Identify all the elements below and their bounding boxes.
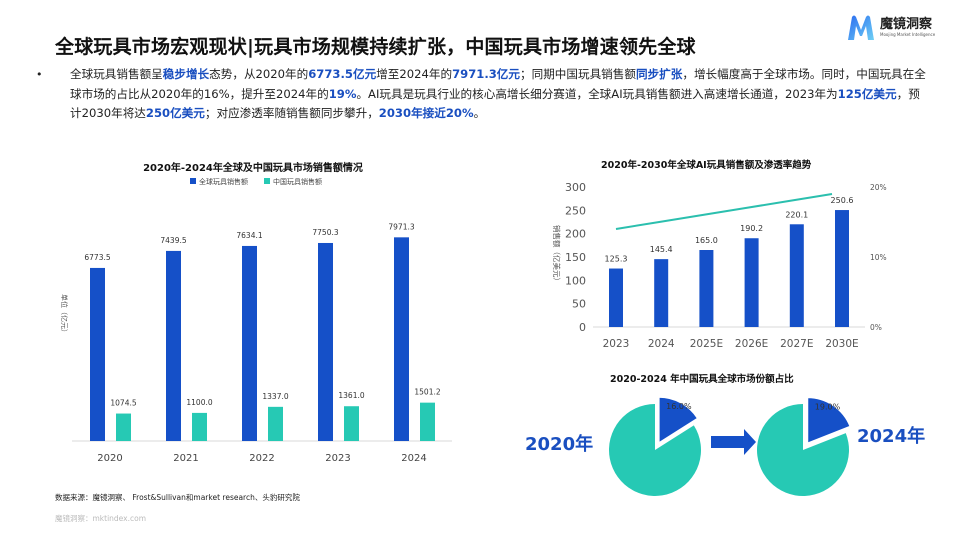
y-tick-label: 0 <box>579 321 586 334</box>
summary-text: ；同期中国玩具销售额 <box>520 67 636 81</box>
summary-text: 全球玩具销售额呈 <box>70 67 163 81</box>
summary-text: ，预计2030年将达 <box>70 86 920 121</box>
data-label: 6773.5 <box>84 253 110 262</box>
logo-m-icon <box>848 15 874 40</box>
x-tick-label: 2022 <box>249 453 274 464</box>
china-bar <box>420 402 435 441</box>
data-label: 1337.0 <box>262 392 288 401</box>
pie-year-label: 2024年 <box>857 425 925 447</box>
summary-paragraph: 全球玩具销售额呈稳步增长态势，从2020年的6773.5亿元增至2024年的79… <box>70 65 930 124</box>
global-bar <box>318 242 333 441</box>
logo-tagline: Moojing Market Intelligence <box>880 32 936 37</box>
penetration-rate-line <box>615 193 833 230</box>
x-tick-label: 2023 <box>325 453 350 464</box>
y-axis-label: 销售额（亿美元） <box>552 225 562 285</box>
y-axis-label: 单位（亿元） <box>60 294 69 336</box>
data-label: 7439.5 <box>160 236 186 245</box>
chart-title: 2020年-2024年全球及中国玩具市场销售额情况 <box>143 161 363 174</box>
highlight-text: 6773.5亿元 <box>308 67 377 81</box>
ai-sales-bar <box>609 268 623 327</box>
data-source: 数据来源：魔镜洞察、 Frost&Sullivan和market researc… <box>55 493 300 502</box>
global-bar <box>394 237 409 441</box>
summary-text: 增至2024年的 <box>376 67 453 81</box>
y2-tick-label: 0% <box>870 323 882 332</box>
summary-text: 。AI玩具是玩具行业的核心高增长细分赛道，全球AI玩具销售额进入高速增长通道，2… <box>356 86 838 101</box>
logo-name: 魔镜洞察 <box>880 17 933 32</box>
china-share-slice <box>806 396 852 445</box>
ai-sales-bar <box>789 224 804 327</box>
arrow-right-icon <box>711 429 756 455</box>
x-tick-label: 2030E <box>825 338 858 350</box>
data-label: 7971.3 <box>388 222 414 231</box>
summary-text: ；对应渗透率随销售额同步攀升， <box>204 106 379 121</box>
legend-label: 中国玩具销售额 <box>273 177 322 186</box>
highlight-text: 同步扩张 <box>635 67 683 81</box>
legend-label: 全球玩具销售额 <box>199 177 248 186</box>
data-label: 1100.0 <box>186 398 212 407</box>
share-label: 16.0% <box>666 402 692 411</box>
data-label: 125.3 <box>605 255 628 264</box>
data-label: 145.4 <box>650 245 673 254</box>
highlight-text: 7971.3亿元 <box>452 67 520 81</box>
data-label: 7750.3 <box>312 228 338 237</box>
pie-year-label: 2020年 <box>525 433 593 455</box>
china-bar <box>116 413 131 441</box>
ai-sales-bar <box>654 259 669 327</box>
x-tick-label: 2027E <box>780 338 813 350</box>
china-bar <box>192 412 207 441</box>
data-label: 1361.0 <box>338 391 364 400</box>
highlight-text: 稳步增长 <box>162 67 210 81</box>
highlight-text: 250亿美元 <box>145 106 205 121</box>
y-tick-label: 50 <box>572 298 586 311</box>
x-tick-label: 2025E <box>690 338 723 350</box>
legend-swatch <box>190 178 196 184</box>
ai-sales-bar <box>835 210 849 327</box>
data-label: 190.2 <box>740 224 763 233</box>
x-tick-label: 2020 <box>97 453 122 464</box>
china-bar <box>344 406 359 441</box>
summary-text: ，增长幅度高于全球市场。同时，中国玩具在全球市场的占比从2020年的16%，提升… <box>70 67 926 101</box>
x-tick-label: 2021 <box>173 453 198 464</box>
y-tick-label: 150 <box>565 251 586 264</box>
y-tick-label: 100 <box>565 274 586 287</box>
rest-of-world-slice <box>609 404 702 497</box>
china-share-slice <box>658 396 699 445</box>
global-bar <box>90 267 105 441</box>
china-bar <box>268 406 283 441</box>
legend-swatch <box>264 178 270 184</box>
data-label: 165.0 <box>695 236 718 245</box>
data-label: 250.6 <box>831 196 854 205</box>
bullet-icon: • <box>36 68 43 81</box>
data-label: 1501.2 <box>414 388 440 397</box>
y-tick-label: 250 <box>565 204 586 217</box>
highlight-text: 19% <box>328 86 357 101</box>
x-tick-label: 2024 <box>648 338 675 350</box>
y2-tick-label: 10% <box>870 253 887 262</box>
rest-of-world-slice <box>757 404 850 497</box>
global-bar <box>166 250 181 441</box>
data-label: 220.1 <box>785 210 808 219</box>
y-tick-label: 300 <box>565 181 586 194</box>
summary-text: 态势，从2020年的 <box>209 67 309 81</box>
y-tick-label: 200 <box>565 228 586 241</box>
brand-logo: 魔镜洞察 Moojing Market Intelligence <box>846 14 935 42</box>
x-tick-label: 2024 <box>401 453 426 464</box>
highlight-text: 125亿美元 <box>837 86 897 101</box>
y2-tick-label: 20% <box>870 183 887 192</box>
ai-sales-bar <box>744 238 759 327</box>
chart-title: 2020年-2030年全球AI玩具销售额及渗透率趋势 <box>601 159 812 171</box>
data-label: 1074.5 <box>110 399 136 408</box>
summary-text: 。 <box>473 106 486 121</box>
chart-title: 2020-2024 年中国玩具全球市场份额占比 <box>610 373 794 385</box>
global-bar <box>242 245 257 441</box>
x-tick-label: 2023 <box>603 338 630 350</box>
x-tick-label: 2026E <box>735 338 768 350</box>
share-label: 19.0% <box>815 402 841 411</box>
highlight-text: 2030年接近20% <box>378 106 474 121</box>
ai-sales-bar <box>699 250 714 327</box>
page-title: 全球玩具市场宏观现状|玩具市场规模持续扩张，中国玩具市场增速领先全球 <box>55 36 696 58</box>
data-label: 7634.1 <box>236 231 262 240</box>
watermark: 魔镜洞察：mktindex.com <box>55 514 147 523</box>
